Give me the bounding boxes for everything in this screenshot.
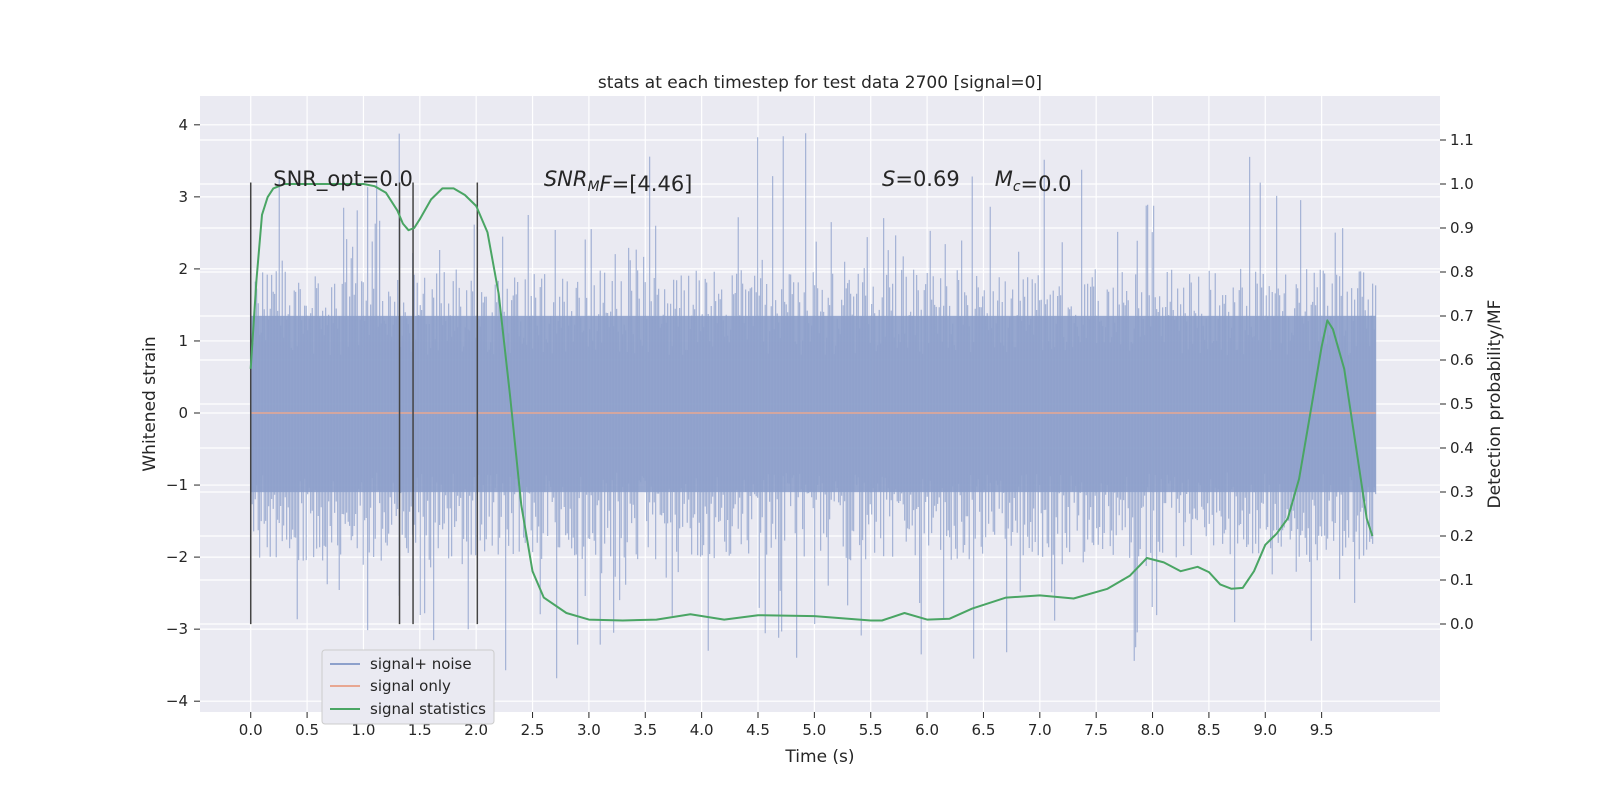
annotation-part: SNR_opt=0.0 xyxy=(273,167,413,192)
legend: signal+ noise signal only signal statist… xyxy=(321,649,495,725)
legend-label-signal-only: signal only xyxy=(370,677,451,695)
y-right-tick-label: 0.1 xyxy=(1450,571,1474,589)
y-axis-label-left: Whitened strain xyxy=(140,336,160,471)
x-tick-label: 3.5 xyxy=(633,721,657,739)
annotation-part: M xyxy=(995,167,1013,191)
x-tick-label: 9.5 xyxy=(1310,721,1334,739)
annotations-layer: SNR_opt=0.0 SNRMF=[4.46] S=0.69 Mc=0.0 xyxy=(273,167,1071,196)
annotation-part: M xyxy=(587,179,599,195)
x-tick-label: 4.5 xyxy=(746,721,770,739)
y-tick-label: −1 xyxy=(166,476,188,494)
legend-label-signal-noise: signal+ noise xyxy=(370,655,472,673)
legend-label-signal-statistics: signal statistics xyxy=(370,700,486,718)
annotation-part: =[4.46] xyxy=(612,172,693,196)
annotation-part: c xyxy=(1013,179,1021,195)
x-tick-label: 6.5 xyxy=(972,721,996,739)
y-right-tick-label: 0.5 xyxy=(1450,395,1474,413)
x-tick-label: 5.5 xyxy=(859,721,883,739)
x-tick-label: 1.0 xyxy=(352,721,376,739)
x-tick-label: 6.0 xyxy=(915,721,939,739)
x-tick-label: 2.5 xyxy=(521,721,545,739)
y-right-tick-label: 1.0 xyxy=(1450,175,1474,193)
annotation-part: =0.69 xyxy=(895,167,959,191)
y-tick-label: −3 xyxy=(166,620,188,638)
vertical-markers-layer xyxy=(249,182,479,625)
y-tick-label: 1 xyxy=(178,332,188,350)
y-tick-label: 4 xyxy=(178,116,188,134)
x-tick-label: 5.0 xyxy=(802,721,826,739)
x-tick-label: 9.0 xyxy=(1253,721,1277,739)
x-tick-label: 2.0 xyxy=(464,721,488,739)
ticks-layer: 0.0 0.5 1.0 1.5 2.0 2.5 3.0 3.5 4.0 4.5 5.0 5.5 6.0 6… xyxy=(166,116,1474,739)
y-tick-label: −2 xyxy=(166,548,188,566)
y-right-tick-label: 0.7 xyxy=(1450,307,1474,325)
annotation-text: SNR_opt=0.0 xyxy=(273,167,413,192)
x-tick-label: 8.0 xyxy=(1141,721,1165,739)
annotation-text: S=0.69 xyxy=(882,167,960,191)
x-tick-label: 4.0 xyxy=(690,721,714,739)
signal-statistics-series xyxy=(249,183,1374,622)
annotation-part: SNR xyxy=(544,167,588,191)
x-tick-label: 0.5 xyxy=(295,721,319,739)
x-tick-label: 7.5 xyxy=(1084,721,1108,739)
x-tick-label: 7.0 xyxy=(1028,721,1052,739)
y-tick-label: 3 xyxy=(178,188,188,206)
x-tick-label: 8.5 xyxy=(1197,721,1221,739)
y-right-tick-label: 0.0 xyxy=(1450,615,1474,633)
annotation-part: =0.0 xyxy=(1021,172,1072,196)
y-right-tick-label: 0.4 xyxy=(1450,439,1474,457)
x-tick-label: 3.0 xyxy=(577,721,601,739)
annotation-part: F xyxy=(600,172,613,196)
y-right-tick-label: 0.9 xyxy=(1450,219,1474,237)
y-right-tick-label: 0.3 xyxy=(1450,483,1474,501)
signal-statistics-layer xyxy=(249,183,1374,622)
noise-series-layer xyxy=(250,133,1377,679)
annotation-part: S xyxy=(882,167,895,191)
annotation-text: Mc=0.0 xyxy=(995,167,1072,196)
annotation-text: SNRMF=[4.46] xyxy=(544,167,693,196)
y-right-tick-label: 0.8 xyxy=(1450,263,1474,281)
y-right-tick-label: 0.6 xyxy=(1450,351,1474,369)
y-tick-label: 0 xyxy=(178,404,188,422)
legend-box xyxy=(321,649,495,725)
x-tick-label: 1.5 xyxy=(408,721,432,739)
x-axis-label: Time (s) xyxy=(784,747,854,767)
y-tick-label: −4 xyxy=(166,692,188,710)
y-right-tick-label: 1.1 xyxy=(1450,131,1474,149)
y-right-tick-label: 0.2 xyxy=(1450,527,1474,545)
chart-title: stats at each timestep for test data 270… xyxy=(598,73,1042,93)
y-tick-label: 2 xyxy=(178,260,188,278)
y-axis-label-right: Detection probability/MF xyxy=(1485,300,1505,509)
x-tick-label: 0.0 xyxy=(239,721,263,739)
